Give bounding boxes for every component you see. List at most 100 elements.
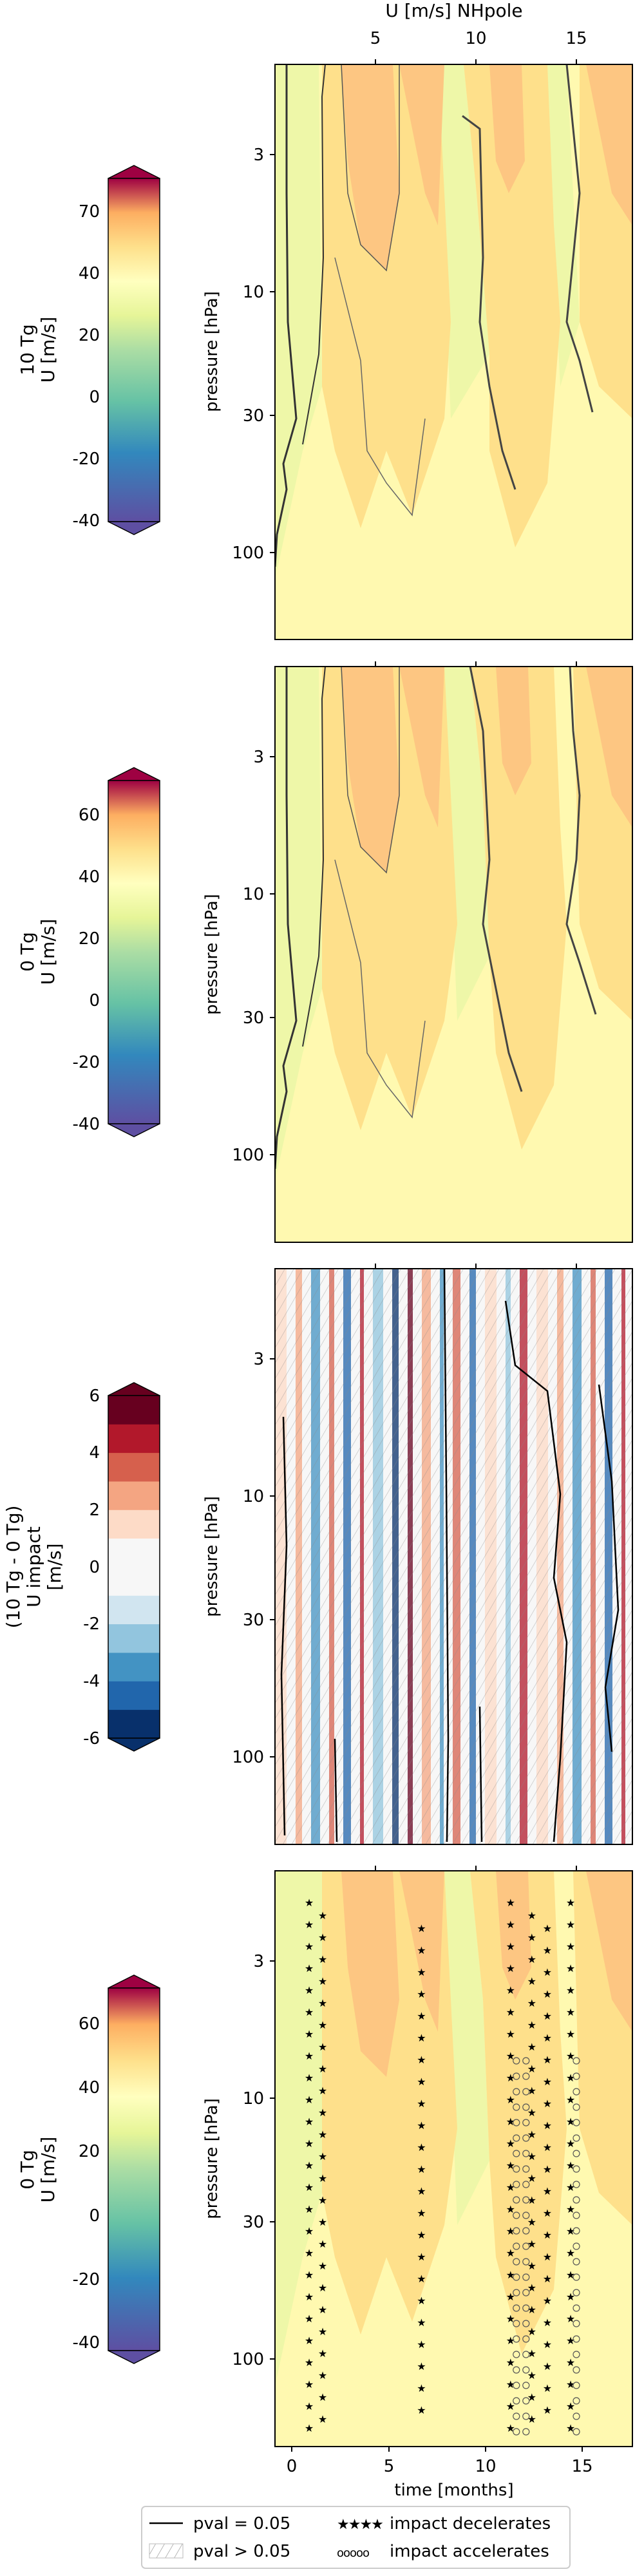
field-region-high <box>399 64 444 225</box>
decelerate-marker: ★ <box>318 2413 327 2425</box>
contour-line <box>565 667 597 1015</box>
colorbar-tick-label: 40 <box>79 867 100 887</box>
accelerate-marker <box>513 2273 520 2281</box>
accelerate-marker <box>513 2304 520 2312</box>
colorbar-bottom-arrow <box>108 1738 160 1752</box>
decelerate-marker: ★ <box>318 2391 327 2403</box>
legend-label: pval > 0.05 <box>193 2542 290 2561</box>
decelerate-marker: ★ <box>506 1984 515 1996</box>
colorbar-segment <box>108 1624 160 1653</box>
x-tick-label: 10 <box>465 29 486 48</box>
decelerate-marker: ★ <box>527 2128 536 2141</box>
accelerate-marker <box>522 2412 530 2420</box>
decelerate-marker: ★ <box>543 2098 552 2110</box>
accelerate-marker <box>573 2397 580 2405</box>
decelerate-marker: ★ <box>543 1988 552 2000</box>
field-region-high <box>586 1871 632 2032</box>
decelerate-marker: ★ <box>305 2072 314 2084</box>
colorbar-tick-label: -40 <box>73 511 100 531</box>
accelerate-marker <box>513 2088 520 2096</box>
accelerate-marker <box>573 2273 580 2281</box>
colorbar-tick-label: 0 <box>89 991 100 1010</box>
decelerate-marker: ★ <box>417 2338 426 2351</box>
decelerate-marker: ★ <box>543 1966 552 1978</box>
accelerate-marker <box>513 2258 520 2266</box>
contour-line <box>565 64 594 413</box>
colorbar-bottom-arrow <box>108 1123 160 1137</box>
accelerate-marker <box>522 2428 530 2436</box>
accelerate-marker <box>573 2088 580 2096</box>
decelerate-marker: ★ <box>527 1909 536 1922</box>
decelerate-marker: ★ <box>318 2304 327 2316</box>
decelerate-marker: ★ <box>318 2216 327 2228</box>
accelerate-marker <box>513 2150 520 2157</box>
decelerate-marker: ★ <box>506 2028 515 2040</box>
accelerate-marker <box>522 2227 530 2235</box>
accelerate-marker <box>513 2320 520 2327</box>
contour-line <box>469 667 523 1092</box>
contour-line <box>341 64 400 272</box>
field-region-high <box>489 64 525 193</box>
decelerate-marker: ★ <box>543 2076 552 2088</box>
y-tick-label: 3 <box>253 146 264 165</box>
panel-impact: 3 10 30 100 pressure [hPa] 6 4 2 0 -2 -4… <box>3 1264 633 1845</box>
decelerate-marker: ★ <box>566 2137 575 2150</box>
plot-frame <box>274 64 633 640</box>
hatch-overlay <box>275 1269 632 1844</box>
y-tick-label: 3 <box>253 1952 264 1971</box>
y-tick-label: 100 <box>232 1146 264 1165</box>
plot-frame <box>274 1268 633 1845</box>
accelerate-marker <box>522 2150 530 2157</box>
accelerate-marker <box>573 2103 580 2111</box>
colorbar-tick-label: -20 <box>73 450 100 469</box>
accelerate-marker <box>573 2134 580 2142</box>
accelerate-marker <box>513 2165 520 2173</box>
colorbar-bottom-arrow <box>108 521 160 535</box>
accelerate-marker <box>522 2211 530 2219</box>
decelerate-marker: ★ <box>305 2203 314 2215</box>
colorbar-tick-label: -4 <box>83 1672 100 1691</box>
colorbar-label-line-2: U [m/s] <box>37 919 59 985</box>
decelerate-marker: ★ <box>527 1975 536 1987</box>
decelerate-marker: ★ <box>543 2119 552 2132</box>
decelerate-marker: ★ <box>566 1984 575 1996</box>
decelerate-marker: ★ <box>305 1897 314 1909</box>
decelerate-marker: ★ <box>305 2028 314 2040</box>
y-axis-label: pressure [hPa] <box>202 894 222 1015</box>
decelerate-marker: ★ <box>543 2229 552 2241</box>
accelerate-marker <box>522 2289 530 2297</box>
decelerate-marker: ★ <box>318 2172 327 2184</box>
y-tick-label: 30 <box>243 406 264 426</box>
colorbar-tick-label: 20 <box>79 929 100 949</box>
top-axis-label: U [m/s] NHpole <box>385 0 522 21</box>
decelerate-marker: ★ <box>566 2313 575 2325</box>
accelerate-marker <box>513 2412 520 2420</box>
colorbar-segment <box>108 1481 160 1510</box>
accelerate-marker <box>513 2289 520 2297</box>
accelerate-marker <box>522 2382 530 2389</box>
accelerate-marker <box>522 2134 530 2142</box>
y-axis-label: pressure [hPa] <box>202 291 222 412</box>
decelerate-marker: ★ <box>318 2325 327 2338</box>
decelerate-marker: ★ <box>318 2282 327 2294</box>
field-region-low-mid <box>547 64 580 386</box>
decelerate-marker: ★ <box>417 2229 426 2241</box>
field-region-high <box>586 64 632 225</box>
decelerate-marker: ★ <box>417 1922 426 1935</box>
accelerate-marker <box>522 2335 530 2343</box>
accelerate-marker <box>513 2181 520 2188</box>
decelerate-marker: ★ <box>543 2141 552 2154</box>
accelerate-marker <box>522 2397 530 2405</box>
decelerate-marker: ★ <box>417 2360 426 2372</box>
legend-label: impact decelerates <box>390 2514 551 2533</box>
field-region-high <box>496 667 531 795</box>
colorbar-tick-label: 6 <box>89 1387 100 1406</box>
decelerate-marker: ★ <box>506 2356 515 2369</box>
decelerate-marker: ★ <box>566 1962 575 1975</box>
accelerate-marker <box>513 2103 520 2111</box>
decelerate-marker: ★ <box>305 1918 314 1931</box>
accelerate-marker <box>573 2196 580 2204</box>
decelerate-marker: ★ <box>318 1975 327 1987</box>
decelerate-marker: ★ <box>566 2006 575 2018</box>
decelerate-marker: ★ <box>527 2194 536 2206</box>
